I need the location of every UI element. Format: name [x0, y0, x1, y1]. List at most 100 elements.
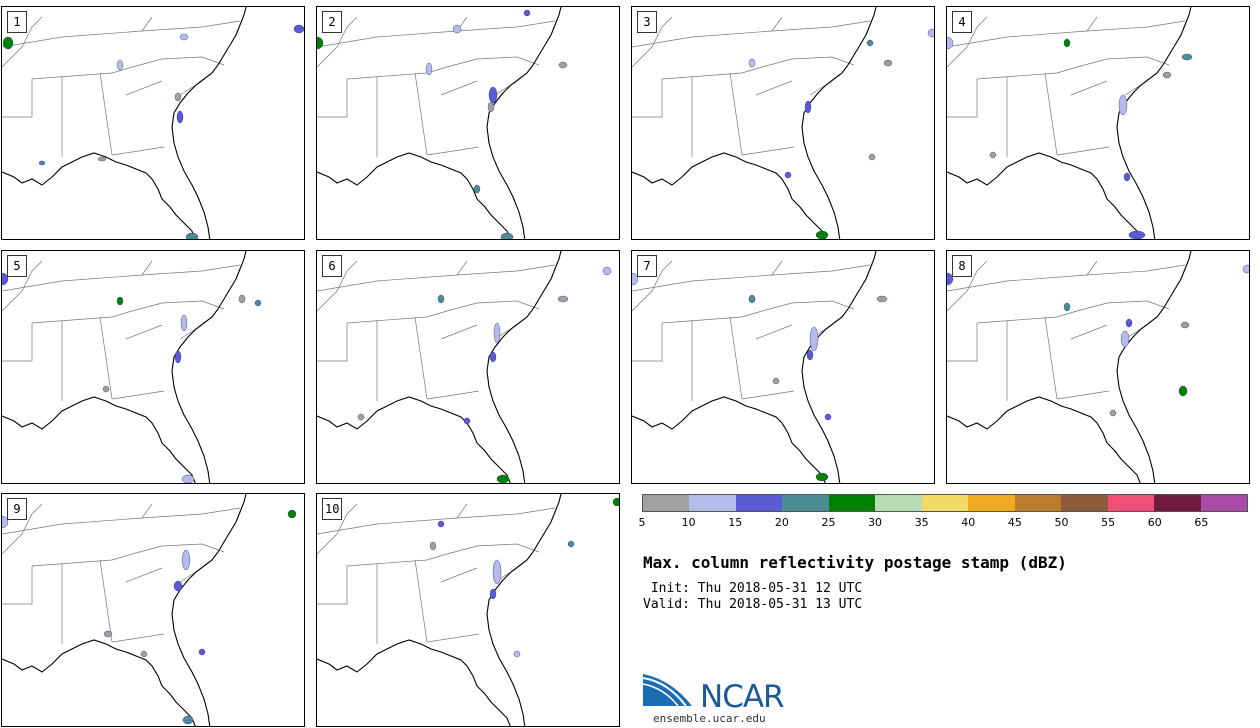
colorbar-segment	[921, 495, 969, 511]
reflectivity-colorbar	[642, 494, 1248, 512]
reflectivity-cell	[1120, 330, 1130, 348]
reflectivity-cell	[927, 28, 934, 38]
state-border	[414, 72, 428, 156]
reflectivity-cell	[493, 322, 501, 344]
colorbar-segment	[1200, 495, 1248, 511]
reflectivity-cell	[809, 326, 819, 352]
state-border	[976, 300, 1170, 324]
state-border	[632, 16, 673, 68]
reflectivity-cell	[198, 648, 206, 656]
member-number: 3	[637, 11, 657, 33]
colorbar-tick-labels: 5 10 15 20 25 30 35 40 45 50 55 60 65	[638, 516, 1248, 530]
coastline	[1116, 7, 1192, 239]
reflectivity-cell	[180, 314, 188, 332]
colorbar-tick-label: 65	[1194, 516, 1209, 529]
reflectivity-cell	[38, 160, 46, 166]
reflectivity-cell	[357, 413, 365, 421]
state-border	[2, 16, 43, 68]
reflectivity-cell	[181, 474, 195, 483]
colorbar-segment	[1014, 495, 1062, 511]
state-border	[456, 503, 468, 519]
reflectivity-cell	[513, 650, 521, 658]
reflectivity-cell	[116, 296, 124, 306]
reflectivity-cell	[784, 171, 792, 179]
state-border	[2, 503, 43, 555]
colorbar-tick-label: 30	[868, 516, 883, 529]
reflectivity-cell	[496, 474, 510, 483]
state-border	[976, 56, 1170, 80]
colorbar-tick-label: 60	[1147, 516, 1162, 529]
state-border	[947, 260, 988, 312]
state-border	[99, 559, 113, 643]
reflectivity-cell	[2, 36, 14, 50]
colorbar-tick-label: 15	[728, 516, 743, 529]
reflectivity-cell	[179, 33, 189, 41]
reflectivity-cell	[1123, 172, 1131, 182]
state-border	[346, 300, 540, 324]
state-border	[317, 264, 556, 292]
state-border	[947, 16, 988, 68]
state-border	[2, 264, 241, 292]
colorbar-tick-label: 55	[1101, 516, 1116, 529]
state-border	[1044, 316, 1058, 400]
coastline	[947, 396, 1141, 483]
reflectivity-cell	[1128, 230, 1146, 239]
site-url: ensemble.ucar.edu	[653, 712, 766, 725]
state-border	[729, 316, 743, 400]
coastline	[486, 494, 562, 726]
state-border	[771, 16, 783, 32]
reflectivity-cell	[1242, 264, 1249, 274]
state-border	[99, 316, 113, 400]
state-border	[426, 146, 480, 156]
reflectivity-cell	[488, 86, 498, 104]
state-border	[947, 79, 978, 118]
base-map	[947, 251, 1249, 483]
state-border	[1044, 72, 1058, 156]
postage-stamp-2: 2	[316, 6, 620, 240]
colorbar-tick-label: 40	[961, 516, 976, 529]
state-border	[111, 146, 165, 156]
reflectivity-cell	[425, 62, 433, 76]
postage-stamp-6: 6	[316, 250, 620, 484]
reflectivity-cell	[487, 101, 495, 113]
base-map	[2, 251, 262, 483]
reflectivity-cell	[238, 294, 246, 304]
colorbar-segment	[875, 495, 922, 511]
reflectivity-cell	[317, 36, 324, 50]
colorbar-segment	[1154, 495, 1201, 511]
colorbar-segment	[1107, 495, 1155, 511]
reflectivity-cell	[868, 153, 876, 161]
reflectivity-cell	[815, 472, 829, 482]
reflectivity-cell	[140, 650, 148, 658]
reflectivity-cell	[806, 349, 814, 361]
state-border	[317, 20, 556, 48]
reflectivity-cell	[2, 515, 9, 529]
reflectivity-cell	[1063, 302, 1071, 312]
member-number: 9	[7, 498, 27, 520]
reflectivity-cell	[883, 59, 893, 67]
state-border	[1086, 16, 1098, 32]
state-border	[317, 260, 358, 312]
colorbar-tick-label: 20	[774, 516, 789, 529]
reflectivity-cell	[182, 715, 194, 725]
reflectivity-cell	[748, 294, 756, 304]
state-border	[99, 72, 113, 156]
member-number: 4	[952, 11, 972, 33]
state-border	[632, 260, 673, 312]
postage-stamp-10: 10	[316, 493, 620, 727]
postage-stamp-9: 9	[1, 493, 305, 727]
colorbar-tick-label: 10	[681, 516, 696, 529]
postage-stamp-3: 3	[631, 6, 935, 240]
base-map	[317, 251, 612, 483]
reflectivity-cell	[437, 520, 445, 528]
state-border	[125, 567, 163, 583]
base-map	[317, 7, 568, 239]
base-map	[2, 7, 304, 239]
state-border	[2, 79, 33, 118]
reflectivity-cell	[473, 184, 481, 194]
reflectivity-cell	[254, 299, 262, 307]
coastline	[171, 494, 247, 726]
state-border	[741, 146, 795, 156]
state-border	[1056, 390, 1110, 400]
colorbar-tick-label: 5	[638, 516, 646, 529]
